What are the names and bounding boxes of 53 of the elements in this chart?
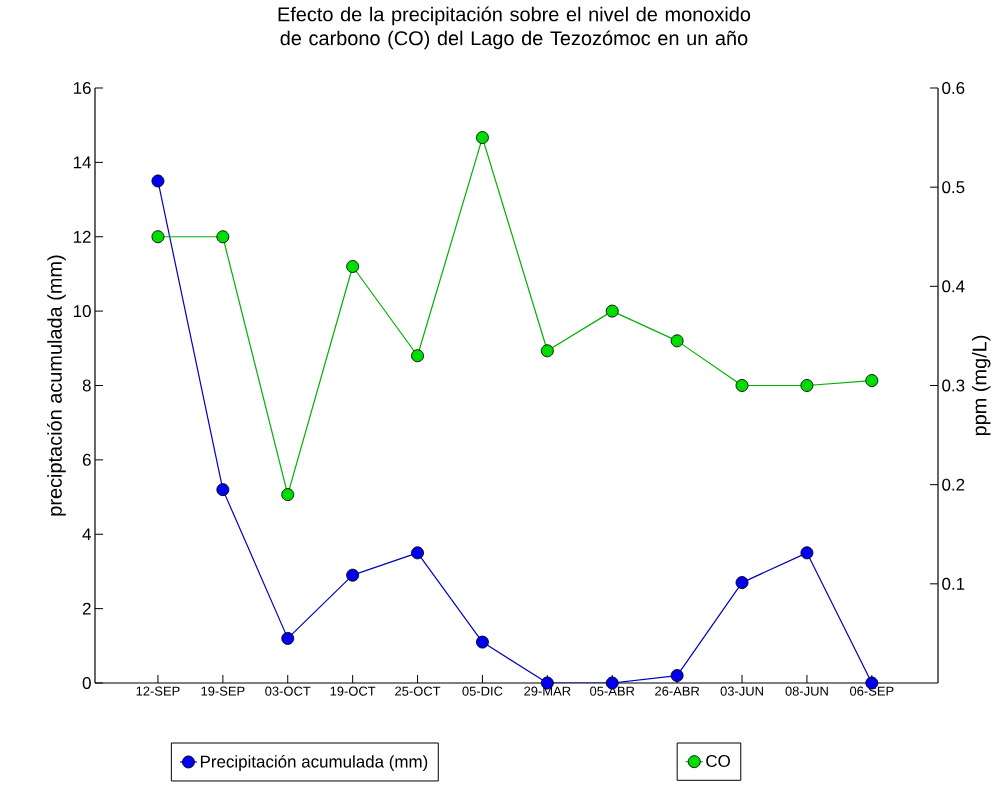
y-tick-label: 10 [73,305,91,318]
y-tick-label: 4 [82,528,91,541]
x-tick-label: 12-SEP [136,686,180,696]
y-tick-label: 2 [82,602,91,615]
point [475,131,489,145]
point [216,230,230,244]
point [540,344,554,358]
legend-label: CO [706,754,730,767]
y2-tick-label: 0.4 [942,280,965,293]
x-tick-label: 19-OCT [330,686,376,696]
y2-axis-title: ppm (mg/L) [971,335,991,436]
x-tick-label: 08-JUN [785,686,828,696]
x-tick-label: 25-OCT [395,686,441,696]
point [281,631,295,645]
y2-tick-label: 0.2 [942,478,965,491]
y-tick-label: 0 [82,677,91,689]
point [865,374,879,387]
point [411,349,424,363]
y2-tick-label: 0.6 [942,82,965,94]
x-tick-label: 03-JUN [720,686,763,696]
point [151,174,165,188]
y-axis-title: preciptación acumulada (mm) [46,255,66,516]
y2-tick-label: 0.1 [942,577,965,590]
y-tick-label: 6 [82,453,91,466]
point [670,334,684,348]
point [735,576,749,590]
point [475,635,489,649]
y-tick-label: 14 [73,156,91,169]
y2-tick-label: 0.5 [942,181,965,194]
y-tick-label: 12 [73,230,91,243]
y-tick-label: 16 [73,82,91,94]
point [800,379,814,392]
y-tick-label: 8 [82,379,91,392]
point [346,568,360,582]
x-tick-label: 26-ABR [655,686,700,696]
point [281,488,295,502]
point [411,546,424,560]
chart-title: Efecto de la precipitación sobre el nivel de monoxido de carbono (CO) del Lago de Tezozómoc en un año [278,6,751,50]
point [151,230,165,244]
point [670,669,684,683]
x-tick-label: 06-SEP [850,686,894,696]
point [346,260,360,273]
x-tick-label: 19-SEP [201,686,245,696]
x-tick-label: 29-MAR [524,686,571,696]
point [605,304,619,318]
x-tick-label: 05-DIC [462,686,503,696]
legend-label: Precipitación acumulada (mm) [200,755,428,771]
point [735,379,749,392]
point [216,483,230,497]
x-tick-label: 03-OCT [265,686,311,696]
y2-tick-label: 0.3 [942,379,965,392]
x-tick-label: 05-ABR [590,686,635,696]
point [800,546,814,560]
